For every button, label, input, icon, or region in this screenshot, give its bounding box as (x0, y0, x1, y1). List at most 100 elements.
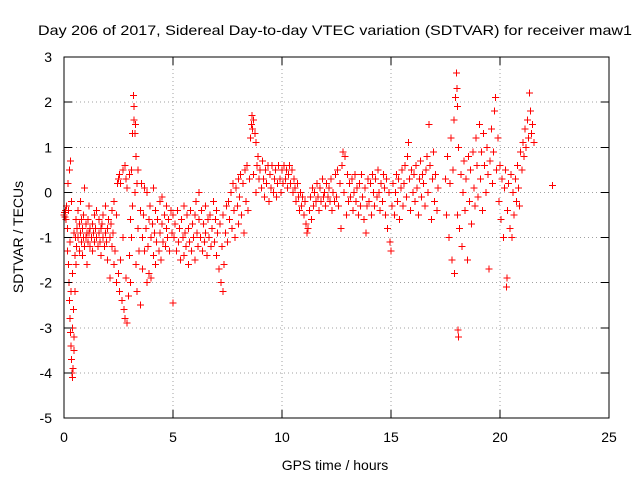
data-point (411, 197, 419, 205)
data-point (156, 197, 164, 205)
data-point (446, 179, 454, 187)
data-point (504, 206, 512, 214)
data-point (130, 116, 138, 124)
data-point (373, 193, 381, 201)
data-point (110, 197, 118, 205)
data-point (67, 342, 75, 350)
data-point (112, 211, 120, 219)
data-point (152, 206, 160, 214)
data-point (495, 197, 503, 205)
data-point (167, 206, 175, 214)
data-point (121, 161, 129, 169)
data-point (309, 184, 317, 192)
y-tick-label: 0 (44, 184, 52, 200)
data-point (313, 179, 321, 187)
data-point (303, 229, 311, 237)
data-point (460, 157, 468, 165)
data-point (121, 315, 129, 323)
data-point (99, 211, 107, 219)
x-tick-label: 15 (383, 429, 399, 445)
data-point (149, 252, 157, 260)
x-tick-label: 20 (492, 429, 508, 445)
data-point (310, 202, 318, 210)
data-point (530, 139, 538, 147)
data-point (453, 85, 461, 93)
data-point (494, 134, 502, 142)
data-point (178, 215, 186, 223)
data-point (426, 161, 434, 169)
data-point (218, 243, 226, 251)
data-point (350, 188, 358, 196)
data-point (365, 197, 373, 205)
data-point (268, 161, 276, 169)
data-point (342, 211, 350, 219)
data-point (422, 166, 430, 174)
data-point (68, 197, 76, 205)
data-point (516, 202, 524, 210)
data-point (407, 206, 415, 214)
data-point (196, 234, 204, 241)
data-point (471, 202, 479, 210)
data-point (201, 238, 209, 246)
data-point (513, 161, 521, 169)
data-point (125, 170, 133, 178)
data-point (228, 224, 236, 232)
data-point (477, 148, 485, 156)
data-point (480, 130, 488, 138)
data-point (522, 143, 530, 151)
data-point (184, 224, 192, 232)
data-point (461, 206, 469, 214)
data-point (195, 188, 203, 196)
data-point (205, 234, 213, 241)
data-point (419, 170, 427, 178)
data-point (128, 166, 136, 174)
data-point (406, 175, 414, 183)
data-point (318, 175, 326, 183)
x-axis-label: GPS time / hours (282, 457, 389, 473)
data-point (93, 234, 101, 241)
data-point (252, 139, 260, 147)
data-point (153, 238, 161, 246)
data-point (330, 197, 338, 205)
data-point (492, 94, 500, 102)
data-point (455, 143, 463, 151)
data-point (311, 188, 319, 196)
data-point (288, 166, 296, 174)
data-point (451, 270, 459, 278)
data-point (506, 224, 514, 232)
data-point (351, 170, 359, 178)
data-point (161, 243, 169, 251)
y-tick-label: -5 (40, 410, 53, 426)
data-point (195, 215, 203, 223)
data-point (509, 188, 517, 196)
data-point (148, 220, 156, 228)
data-point (482, 188, 490, 196)
data-point (254, 152, 262, 160)
data-point (117, 179, 125, 187)
data-point (241, 166, 249, 174)
data-point (84, 215, 92, 223)
data-point (104, 224, 112, 232)
data-point (450, 116, 458, 124)
data-point (194, 243, 202, 251)
data-point (189, 220, 197, 228)
data-point (402, 193, 410, 201)
data-point (65, 297, 73, 305)
y-tick-label: -3 (40, 320, 53, 336)
data-point (137, 179, 145, 187)
data-point (147, 274, 155, 282)
data-point (105, 215, 113, 223)
data-point (104, 256, 112, 264)
data-point (246, 134, 254, 142)
data-point (122, 175, 130, 183)
data-point (234, 220, 242, 228)
data-point (368, 170, 376, 178)
data-point (329, 188, 337, 196)
chart-title: Day 206 of 2017, Sidereal Day-to-day VTE… (38, 22, 632, 38)
data-point (445, 234, 453, 241)
data-point (115, 175, 122, 183)
data-point (193, 229, 201, 237)
data-point (299, 193, 307, 201)
data-point (524, 134, 532, 142)
